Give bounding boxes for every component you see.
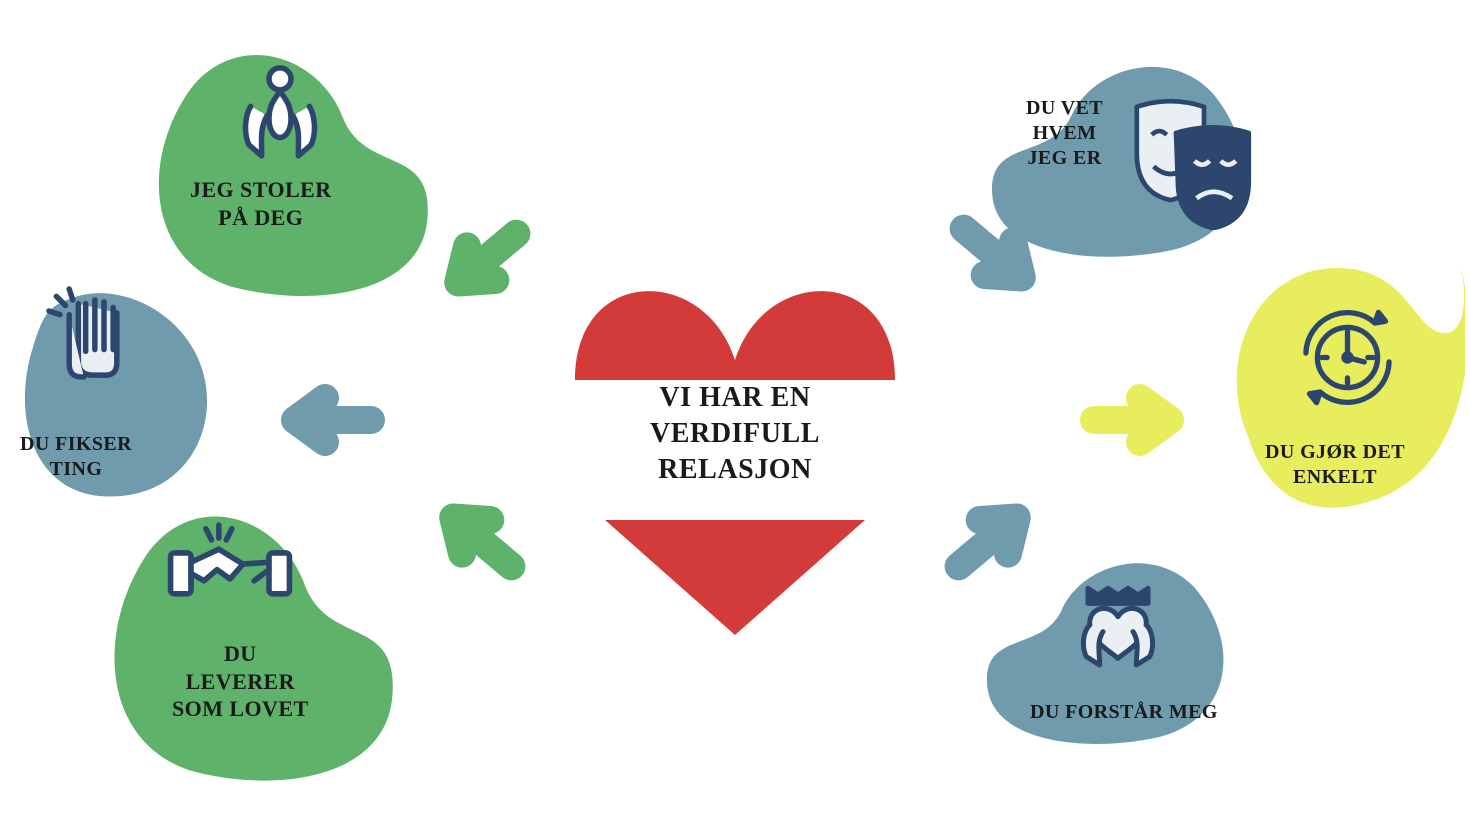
infographic-stage: VI HAR EN VERDIFULL RELASJON JEG STOLER … <box>0 0 1470 818</box>
blob-label-understand: DU FORSTÅR MEG <box>1030 700 1218 725</box>
handshake-icon <box>165 510 295 620</box>
blob-label-trust: JEG STOLER PÅ DEG <box>190 176 332 231</box>
masks-icon <box>1120 90 1260 230</box>
arrow-mid-left <box>275 380 385 465</box>
center-heart: VI HAR EN VERDIFULL RELASJON <box>555 230 915 635</box>
blob-label-know: DU VET HVEM JEG ER <box>1026 96 1103 171</box>
blob-label-deliver: DU LEVERER SOM LOVET <box>172 640 309 723</box>
heart-hands-icon <box>1068 570 1168 670</box>
arrow-bot-left <box>409 474 548 610</box>
arrow-mid-right <box>1080 375 1190 460</box>
center-title: VI HAR EN VERDIFULL RELASJON <box>555 380 915 487</box>
blob-label-fix: DU FIKSER TING <box>20 432 132 482</box>
caring-hands-icon <box>225 55 335 165</box>
blob-label-simple: DU GJØR DET ENKELT <box>1265 440 1405 490</box>
arrow-top-left <box>417 194 556 330</box>
clock-cycle-icon <box>1290 300 1405 415</box>
clapping-hands-icon <box>38 278 148 388</box>
